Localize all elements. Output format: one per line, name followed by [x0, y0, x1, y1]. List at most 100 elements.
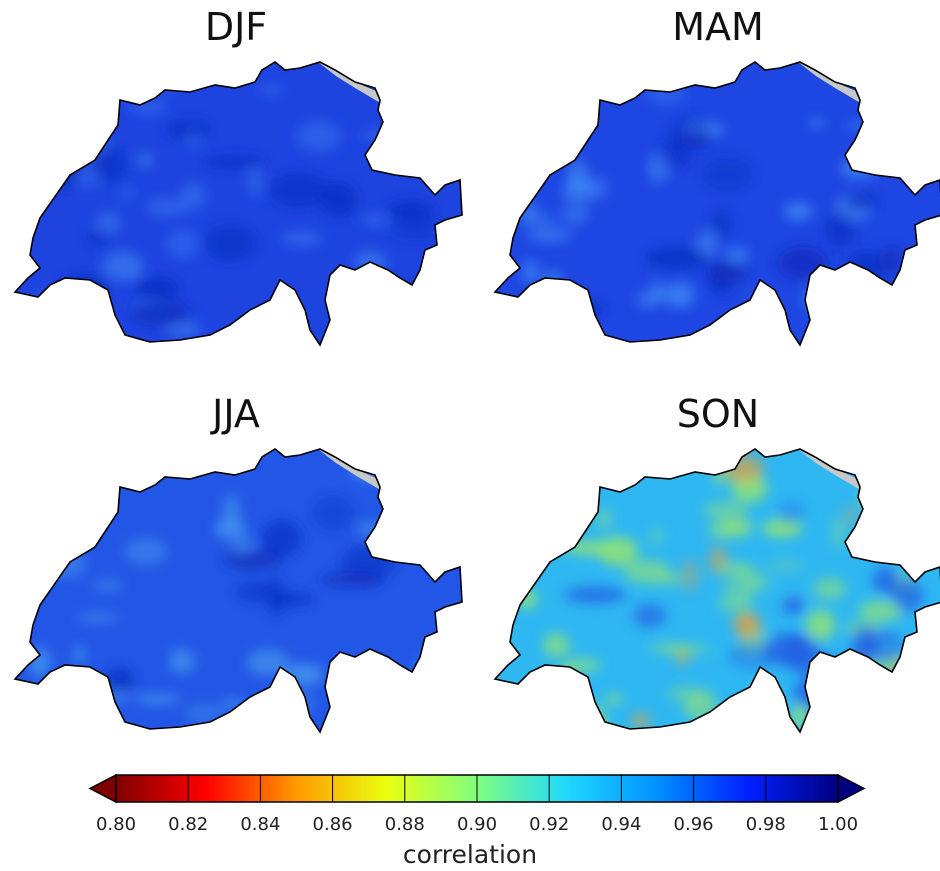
map-texture-blob [564, 586, 627, 604]
map-texture-blob [268, 172, 329, 208]
map-texture-blob [635, 291, 662, 308]
map-panel-djf [14, 61, 463, 346]
map-texture-blob [391, 517, 430, 545]
map-texture-blob [248, 166, 262, 197]
map-texture-blob [844, 192, 878, 211]
map-texture-blob [567, 540, 610, 556]
map-texture-blob [822, 673, 849, 690]
map-texture-blob [71, 645, 87, 666]
map-texture-blob [420, 511, 447, 540]
map-texture-blob [222, 493, 241, 526]
map-texture-blob [53, 116, 93, 134]
map-texture-blob [357, 521, 388, 538]
map-texture-blob [222, 550, 283, 570]
map-texture-blob [664, 282, 695, 308]
map-texture-blob [840, 156, 878, 180]
colorbar-tick-label: 1.00 [817, 814, 859, 835]
map-texture-blob [565, 658, 601, 673]
map-texture-blob [296, 120, 341, 152]
map-texture-blob [265, 576, 287, 617]
panel-title-jja: JJA [212, 392, 260, 436]
map-texture-blob [720, 519, 755, 529]
map-texture-blob [91, 580, 124, 591]
map-texture-blob [561, 205, 590, 225]
map-texture-blob [526, 227, 572, 243]
lake-constance [318, 62, 382, 104]
map-texture-blob [632, 603, 667, 629]
map-texture-blob [645, 246, 709, 270]
map-texture-blob [512, 322, 549, 331]
map-texture-blob [54, 549, 86, 578]
map-texture-blob [168, 648, 195, 674]
colorbar-tick-label: 0.92 [529, 814, 570, 835]
lake-constance [798, 62, 862, 104]
map-texture-blob [61, 512, 101, 525]
map-texture-blob [597, 536, 639, 567]
map-texture-blob [135, 151, 154, 169]
map-texture-blob [86, 229, 113, 247]
map-texture-blob [680, 130, 713, 148]
map-texture-blob [542, 633, 570, 658]
map-texture-blob [603, 694, 624, 705]
map-texture-blob [203, 225, 257, 262]
colorbar-tick-label: 0.94 [601, 814, 642, 835]
map-texture-blob [649, 528, 665, 544]
map-texture-blob [396, 310, 411, 328]
map-texture-blob [417, 481, 448, 509]
map-texture-blob [858, 601, 903, 622]
map-texture-blob [185, 703, 223, 724]
map-texture-blob [398, 673, 436, 688]
map-texture-blob [246, 649, 290, 676]
map-texture-blob [52, 120, 80, 130]
map-texture-blob [696, 230, 718, 258]
map-texture-blob [783, 202, 813, 221]
map-texture-blob [655, 575, 683, 585]
colorbar-over-arrow [837, 773, 866, 804]
map-texture-blob [214, 518, 247, 540]
map-texture-blob [165, 120, 213, 139]
colorbar [88, 773, 866, 804]
map-texture-blob [125, 267, 141, 278]
map-texture-blob [387, 200, 434, 222]
map-panel-jja [14, 448, 463, 733]
map-texture-blob [258, 84, 284, 95]
map-texture-blob [831, 517, 844, 549]
map-texture-blob [67, 317, 94, 330]
map-texture-blob [511, 495, 543, 518]
colorbar-tick-label: 0.82 [168, 814, 209, 835]
map-texture-blob [165, 229, 199, 259]
map-texture-blob [891, 578, 924, 613]
map-texture-blob [843, 506, 857, 527]
map-texture-blob [703, 501, 749, 521]
map-texture-blob [658, 138, 693, 170]
map-texture-blob [361, 214, 389, 225]
map-texture-blob [543, 291, 582, 302]
panel-title-djf: DJF [204, 5, 268, 49]
map-texture-blob [513, 521, 559, 541]
colorbar-tick-label: 0.96 [673, 814, 714, 835]
map-texture-blob [350, 276, 366, 296]
map-texture-blob [30, 653, 49, 680]
map-texture-blob [521, 259, 540, 285]
map-texture-blob [859, 488, 887, 510]
colorbar-tick-label: 0.90 [456, 814, 498, 835]
map-texture-blob [850, 625, 879, 664]
map-texture-blob [768, 561, 805, 571]
map-texture-blob [733, 612, 761, 638]
map-texture-blob [517, 201, 539, 225]
map-texture-blob [52, 496, 102, 517]
map-texture-blob [777, 246, 829, 280]
map-texture-blob [106, 666, 134, 695]
map-texture-blob [871, 501, 908, 513]
map-texture-blob [130, 301, 191, 327]
map-texture-blob [388, 683, 411, 710]
map-texture-blob [76, 612, 119, 623]
map-texture-blob [281, 232, 323, 245]
map-texture-blob [41, 151, 80, 190]
map-texture-blob [146, 197, 189, 218]
map-texture-blob [631, 713, 651, 728]
lake-constance [798, 449, 862, 491]
colorbar-tick-label: 0.88 [384, 814, 425, 835]
map-texture-blob [505, 464, 540, 473]
